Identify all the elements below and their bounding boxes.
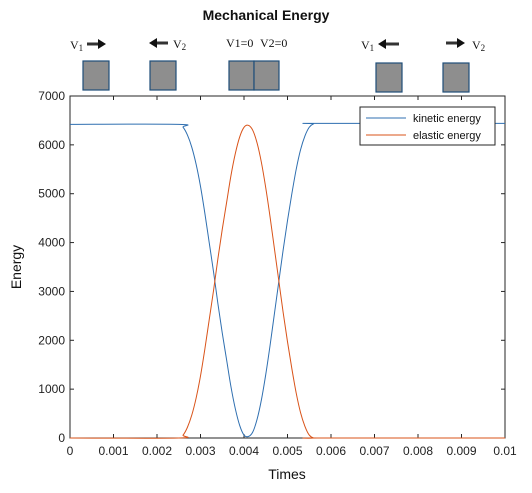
block-a-stage1: [82, 60, 110, 91]
x-axis-label: Times: [268, 466, 306, 482]
y-axis-label: Energy: [8, 245, 24, 289]
velocity-label-v2-stage1: V2: [173, 37, 186, 52]
x-tick-label: 0.004: [229, 444, 259, 458]
x-tick-label: 0.005: [272, 444, 302, 458]
x-tick-label: 0: [67, 444, 74, 458]
plot-area: [69, 95, 506, 439]
velocity-label-v1-stage3: V1: [361, 38, 374, 53]
x-tick-label: 0.01: [493, 444, 517, 458]
y-tick-label: 2000: [38, 333, 65, 347]
x-tick-label: 0.003: [185, 444, 215, 458]
arrow-left-icon: [149, 38, 168, 48]
arrow-left-icon: [378, 39, 399, 49]
y-tick-label: 3000: [38, 284, 65, 298]
y-tick-label: 0: [58, 431, 65, 445]
series-line-elastic: [69, 124, 505, 439]
x-tick-label: 0.002: [142, 444, 172, 458]
block-b-stage2: [253, 60, 280, 91]
series-line-kinetic: [69, 122, 506, 438]
y-tick-label: 5000: [38, 187, 65, 201]
y-tick-label: 1000: [38, 382, 65, 396]
velocity-label-v1-stage1: V1: [70, 38, 83, 53]
y-tick-label: 7000: [38, 89, 65, 103]
series-lines: [69, 122, 506, 439]
block-a-stage2: [228, 60, 255, 91]
legend-box: [359, 106, 496, 146]
y-tick-label: 4000: [38, 236, 65, 250]
arrow-right-icon: [446, 38, 465, 48]
collision-diagram: V1 V2 V1=0 V2=0 V1 V2: [70, 36, 485, 93]
x-tick-label: 0.006: [316, 444, 346, 458]
legend: kinetic energy elastic energy: [359, 106, 496, 146]
block-a-stage3: [375, 62, 403, 93]
y-tick-label: 6000: [38, 138, 65, 152]
x-tick-label: 0.007: [359, 444, 389, 458]
block-b-stage3: [442, 62, 470, 93]
velocity-label-v1-zero: V1=0: [226, 36, 253, 50]
velocity-label-v2-stage3: V2: [472, 38, 485, 53]
block-b-stage1: [149, 60, 177, 91]
x-tick-label: 0.001: [98, 444, 128, 458]
velocity-label-v2-zero: V2=0: [260, 36, 287, 50]
chart-title: Mechanical Energy: [203, 7, 330, 23]
x-tick-label: 0.008: [403, 444, 433, 458]
x-tick-label: 0.009: [446, 444, 476, 458]
legend-label-kinetic: kinetic energy: [413, 113, 481, 125]
axis-ticks: 0 0.001 0.002 0.003 0.004 0.005 0.006 0.007 0.00…: [38, 89, 517, 458]
arrow-right-icon: [87, 39, 106, 49]
legend-label-elastic: elastic energy: [413, 130, 481, 142]
